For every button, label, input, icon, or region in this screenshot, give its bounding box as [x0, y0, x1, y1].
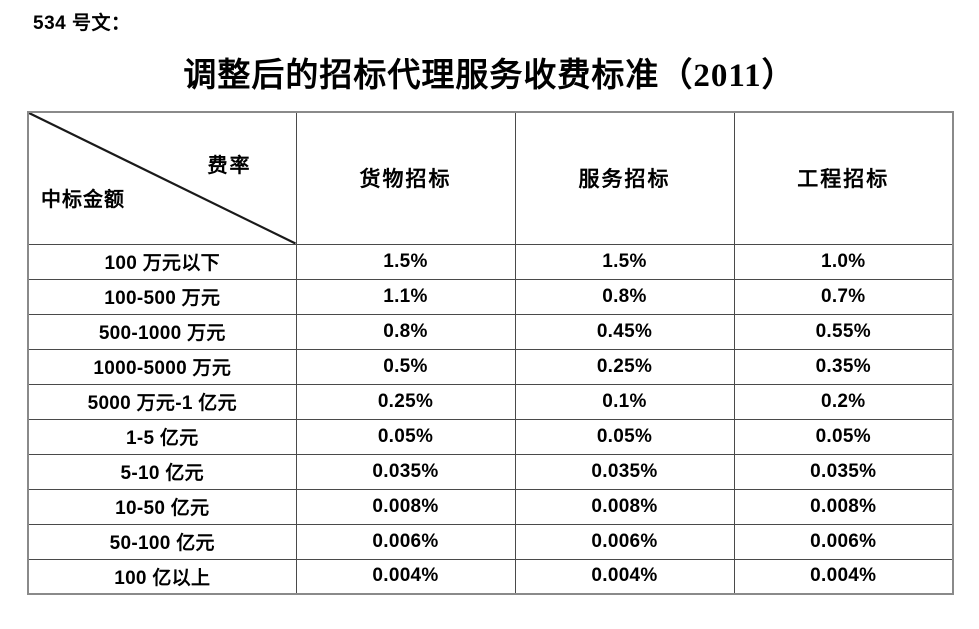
- rate-engineering: 0.7%: [733, 278, 954, 315]
- table-row: 5000 万元-1 亿元 0.25% 0.1% 0.2%: [27, 383, 954, 420]
- rate-service: 0.004%: [514, 558, 735, 595]
- row-label: 5000 万元-1 亿元: [27, 383, 297, 420]
- table-row: 100-500 万元 1.1% 0.8% 0.7%: [27, 278, 954, 315]
- table-row: 1000-5000 万元 0.5% 0.25% 0.35%: [27, 348, 954, 385]
- table-row: 500-1000 万元 0.8% 0.45% 0.55%: [27, 313, 954, 350]
- diagonal-divider-line: [29, 113, 296, 244]
- row-label: 10-50 亿元: [27, 488, 297, 525]
- rate-service: 0.45%: [514, 313, 735, 350]
- rate-engineering: 0.35%: [733, 348, 954, 385]
- row-label: 100-500 万元: [27, 278, 297, 315]
- rate-engineering: 1.0%: [733, 243, 954, 280]
- row-label: 100 万元以下: [27, 243, 297, 280]
- rate-engineering: 0.035%: [733, 453, 954, 490]
- table-row: 100 万元以下 1.5% 1.5% 1.0%: [27, 243, 954, 280]
- table-row: 10-50 亿元 0.008% 0.008% 0.008%: [27, 488, 954, 525]
- rate-service: 0.8%: [514, 278, 735, 315]
- row-label: 1-5 亿元: [27, 418, 297, 455]
- rate-engineering: 0.2%: [733, 383, 954, 420]
- rate-goods: 0.008%: [295, 488, 516, 525]
- rate-service: 0.006%: [514, 523, 735, 560]
- rate-goods: 0.8%: [295, 313, 516, 350]
- rate-engineering: 0.55%: [733, 313, 954, 350]
- rate-service: 0.035%: [514, 453, 735, 490]
- rate-service: 0.25%: [514, 348, 735, 385]
- rate-goods: 0.25%: [295, 383, 516, 420]
- column-header-service: 服务招标: [514, 111, 735, 245]
- column-header-engineering: 工程招标: [733, 111, 954, 245]
- rate-goods: 1.5%: [295, 243, 516, 280]
- table-row: 5-10 亿元 0.035% 0.035% 0.035%: [27, 453, 954, 490]
- row-label: 500-1000 万元: [27, 313, 297, 350]
- page-title: 调整后的招标代理服务收费标准（2011）: [183, 58, 796, 94]
- fee-rate-table: 费率 中标金额 货物招标 服务招标 工程招标 100 万元以下 1.5% 1.5…: [27, 111, 954, 595]
- rate-service: 1.5%: [514, 243, 735, 280]
- column-header-goods: 货物招标: [295, 111, 516, 245]
- rate-goods: 1.1%: [295, 278, 516, 315]
- row-label: 5-10 亿元: [27, 453, 297, 490]
- table-row: 1-5 亿元 0.05% 0.05% 0.05%: [27, 418, 954, 455]
- corner-label-amount: 中标金额: [41, 188, 125, 211]
- rate-goods: 0.035%: [295, 453, 516, 490]
- rate-service: 0.1%: [514, 383, 735, 420]
- row-label: 100 亿以上: [27, 558, 297, 595]
- table-row: 50-100 亿元 0.006% 0.006% 0.006%: [27, 523, 954, 560]
- rate-engineering: 0.008%: [733, 488, 954, 525]
- table-row: 100 亿以上 0.004% 0.004% 0.004%: [27, 558, 954, 595]
- rate-goods: 0.006%: [295, 523, 516, 560]
- diagonal-header-cell: 费率 中标金额: [27, 111, 297, 245]
- rate-service: 0.05%: [514, 418, 735, 455]
- document-reference-number: 534 号文：: [33, 13, 131, 34]
- rate-goods: 0.05%: [295, 418, 516, 455]
- rate-goods: 0.004%: [295, 558, 516, 595]
- rate-service: 0.008%: [514, 488, 735, 525]
- corner-label-rate: 费率: [207, 155, 252, 177]
- rate-goods: 0.5%: [295, 348, 516, 385]
- row-label: 50-100 亿元: [27, 523, 297, 560]
- rate-engineering: 0.004%: [733, 558, 954, 595]
- rate-engineering: 0.05%: [733, 418, 954, 455]
- row-label: 1000-5000 万元: [27, 348, 297, 385]
- rate-engineering: 0.006%: [733, 523, 954, 560]
- table-header-row: 费率 中标金额 货物招标 服务招标 工程招标: [27, 111, 954, 245]
